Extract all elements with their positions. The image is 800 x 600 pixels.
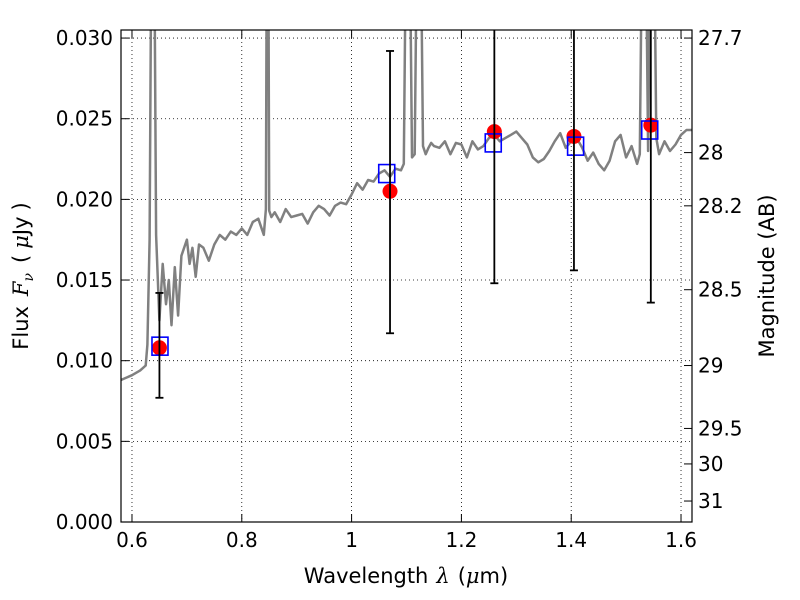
model-point (640, 120, 659, 140)
x-tick-label: 1.2 (445, 528, 477, 552)
y2-tick-label: 29 (698, 354, 723, 378)
x-tick-label: 0.8 (226, 528, 258, 552)
data-layer (121, 30, 692, 399)
y-axis-label-prefix: Flux (9, 306, 33, 350)
model-point (377, 163, 396, 184)
y2-axis-label: Magnitude (AB) (755, 194, 779, 357)
y2-tick-label: 31 (698, 489, 723, 513)
y2-tick-label: 28.5 (698, 278, 743, 302)
x-axis-label: Wavelength λ (μm) (304, 564, 508, 588)
model-point (566, 136, 585, 156)
y-tick-label: 0.005 (56, 429, 113, 453)
plot-area (121, 30, 692, 522)
x-tick-label: 1.6 (665, 528, 697, 552)
y-tick-label: 0.010 (56, 349, 113, 373)
y-axis-subscript: ν (21, 272, 37, 281)
y-tick-label: 0.020 (56, 187, 113, 211)
x-axis-unit-open: ( (458, 564, 466, 588)
y2-tick-label: 30 (698, 452, 723, 476)
y-axis-unit: Jy (9, 216, 33, 237)
x-tick-label: 1 (345, 528, 358, 552)
y2-tick-label: 29.5 (698, 416, 743, 440)
y-axis-close: ) (9, 202, 33, 210)
y2-tick-label: 28.2 (698, 194, 743, 218)
y-axis-label: Flux Fν ( μJy) (9, 202, 37, 349)
x-axis-label-text: Wavelength (304, 564, 429, 588)
y-axis-mu: μ (9, 235, 33, 249)
y-tick-label: 0.030 (56, 26, 113, 50)
y-tick-label: 0.025 (56, 107, 113, 131)
x-axis-unit-rest: m) (480, 564, 509, 588)
y-tick-label: 0.000 (56, 510, 113, 534)
x-axis-lambda: λ (435, 564, 449, 588)
y-tick-label: 0.015 (56, 268, 113, 292)
model-point (484, 133, 503, 153)
plot-frame (120, 29, 693, 523)
y-axis-symbol: F (9, 280, 33, 297)
y-axis-open: ( (9, 255, 33, 263)
x-tick-label: 1.4 (555, 528, 587, 552)
x-axis-unit-mu: μ (466, 564, 480, 588)
y2-tick-label: 28 (698, 141, 723, 165)
x-tick-label: 0.6 (116, 528, 148, 552)
ticks: 0.6 0.8 1 1.2 1.4 1.6 0.000 0.005 0.010 0.015 0.02… (56, 26, 743, 552)
y2-tick-label: 27.7 (698, 26, 743, 50)
spectrum-line (121, 30, 692, 382)
